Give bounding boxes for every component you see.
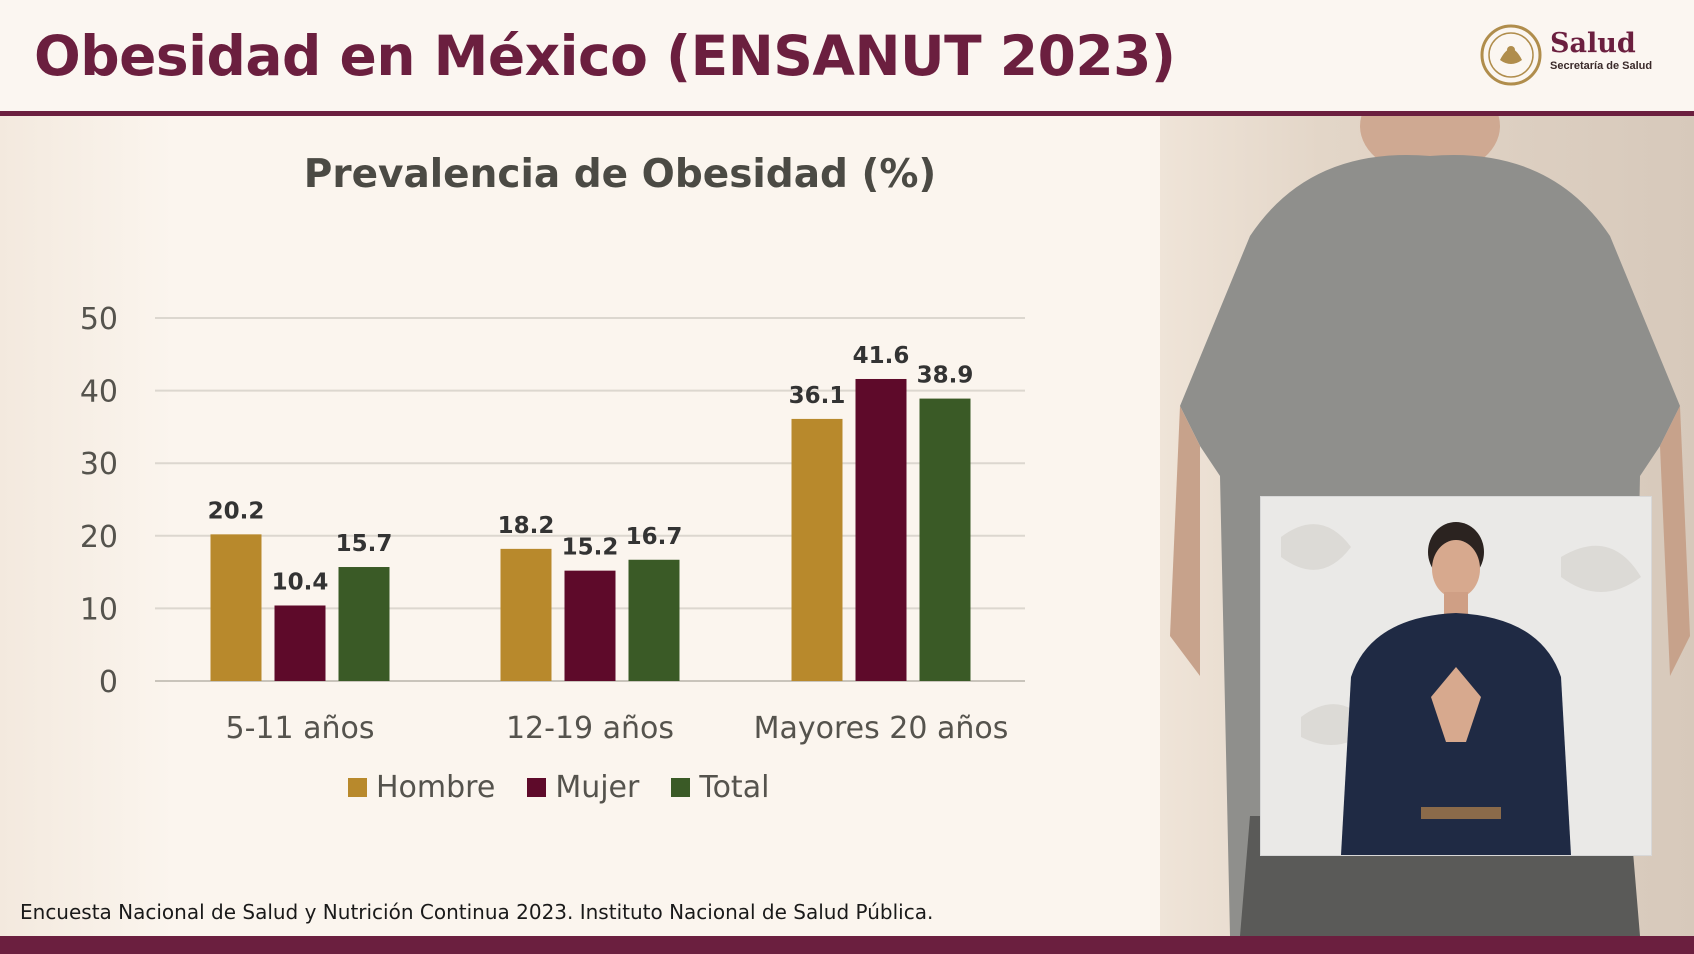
y-tick-label-50: 50 <box>80 302 118 337</box>
legend-label-mujer: Mujer <box>555 770 640 805</box>
logo-word: Salud <box>1550 28 1636 59</box>
bar-mujer-1 <box>564 570 616 681</box>
data-label-mujer-1: 15.2 <box>562 535 619 561</box>
y-tick-label-40: 40 <box>80 375 118 410</box>
bar-hombre-0 <box>210 534 262 681</box>
legend-item-total: Total <box>671 770 769 805</box>
logo-subtitle: Secretaría de Salud <box>1550 60 1653 72</box>
legend-label-hombre: Hombre <box>376 770 496 805</box>
data-label-hombre-0: 20.2 <box>208 498 265 524</box>
bar-total-1 <box>628 559 680 681</box>
x-tick-label-2: Mayores 20 años <box>754 711 1009 746</box>
bar-hombre-2 <box>791 418 843 681</box>
data-label-total-1: 16.7 <box>626 524 683 550</box>
bar-mujer-0 <box>274 605 326 681</box>
bar-hombre-1 <box>500 548 552 681</box>
page-title: Obesidad en México (ENSANUT 2023) <box>34 24 1176 88</box>
y-tick-label-20: 20 <box>80 520 118 555</box>
legend-item-hombre: Hombre <box>348 770 495 805</box>
x-tick-label-1: 12-19 años <box>506 711 674 746</box>
salud-logo: Salud Secretaría de Salud <box>1480 22 1680 90</box>
legend-item-mujer: Mujer <box>527 770 639 805</box>
interpreter-illustration <box>1261 497 1651 855</box>
chart-title: Prevalencia de Obesidad (%) <box>303 152 937 197</box>
data-label-mujer-2: 41.6 <box>853 343 910 369</box>
header: Obesidad en México (ENSANUT 2023) Salud … <box>0 0 1694 112</box>
bar-total-0 <box>338 567 390 681</box>
legend-label-total: Total <box>699 770 770 805</box>
bar-mujer-2 <box>855 378 907 681</box>
legend-swatch-total <box>671 778 691 797</box>
bar-total-2 <box>919 398 971 681</box>
data-label-total-2: 38.9 <box>917 363 974 389</box>
x-tick-label-0: 5-11 años <box>225 711 374 746</box>
data-label-total-0: 15.7 <box>336 531 393 557</box>
source-note: Encuesta Nacional de Salud y Nutrición C… <box>20 900 934 924</box>
chart-legend: Hombre Mujer Total <box>348 770 769 805</box>
y-tick-label-30: 30 <box>80 447 118 482</box>
seal-icon <box>1480 24 1542 86</box>
sign-language-interpreter-video <box>1260 496 1652 856</box>
data-label-hombre-1: 18.2 <box>498 513 555 539</box>
data-label-mujer-0: 10.4 <box>272 569 329 595</box>
bottom-bar <box>0 936 1694 954</box>
legend-swatch-mujer <box>527 778 547 797</box>
legend-swatch-hombre <box>348 778 367 797</box>
header-divider <box>0 111 1694 116</box>
y-tick-label-0: 0 <box>99 665 118 700</box>
bar-chart: 0 10 20 30 40 50 20.2 10.4 15.7 5-11 años 18.2 15.2… <box>80 302 1025 746</box>
y-tick-label-10: 10 <box>80 592 118 627</box>
data-label-hombre-2: 36.1 <box>789 383 846 409</box>
